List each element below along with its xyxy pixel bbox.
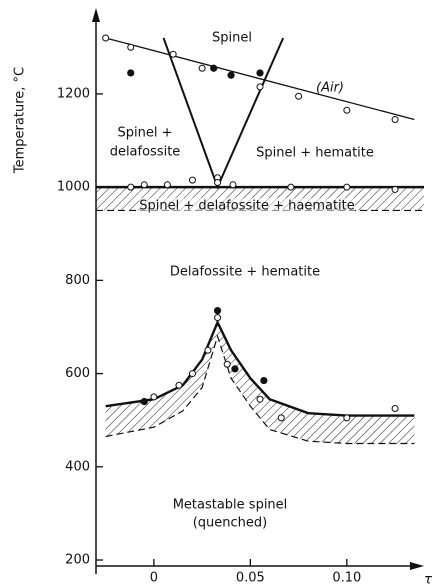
label-backdrop — [139, 198, 355, 214]
open-point — [214, 314, 222, 322]
filled-point — [140, 397, 148, 406]
x-axis-label: τ — [424, 573, 432, 588]
open-point — [127, 183, 135, 191]
boundary-line — [105, 37, 415, 121]
open-point — [229, 181, 237, 189]
open-point — [188, 370, 196, 378]
annotation: Spinel + hematite — [256, 146, 374, 161]
filled-point — [256, 69, 264, 77]
open-point — [163, 181, 171, 189]
x-tick-label: 0.05 — [236, 571, 265, 586]
open-point — [391, 185, 399, 193]
annotation: Delafossite + hematite — [170, 265, 320, 280]
open-point — [391, 405, 399, 413]
y-axis-arrow — [92, 8, 100, 22]
band-lower-boundary — [105, 334, 415, 445]
open-point — [295, 92, 303, 100]
open-point — [287, 183, 295, 191]
open-point — [198, 64, 206, 72]
x-axis-arrow — [410, 562, 424, 570]
x-tick-label: 0 — [150, 571, 158, 586]
annotation: Spinel — [212, 31, 252, 46]
filled-point — [210, 64, 218, 72]
annotation: delafossite — [110, 145, 181, 160]
open-point — [223, 360, 231, 368]
open-point — [150, 393, 158, 401]
annotation: (quenched) — [193, 516, 268, 531]
open-point — [127, 43, 135, 51]
annotation: Spinel + delafossite + haematite — [139, 199, 355, 214]
y-tick-label: 400 — [65, 459, 90, 474]
band-upper-boundary — [105, 319, 415, 417]
open-point — [214, 178, 222, 186]
open-point — [277, 414, 285, 422]
y-tick-label: 600 — [65, 366, 90, 381]
y-tick-label: 1200 — [57, 86, 90, 101]
boundary-line — [162, 37, 285, 190]
open-point — [256, 395, 264, 403]
y-tick-label: 200 — [65, 553, 90, 568]
annotation: Metastable spinel — [173, 498, 288, 513]
y-tick-label: 1000 — [57, 180, 90, 195]
x-tick-label: 0.10 — [332, 571, 361, 586]
open-point — [169, 50, 177, 58]
open-point — [140, 181, 148, 189]
filled-point — [231, 365, 239, 373]
open-point — [343, 414, 351, 422]
filled-point — [127, 69, 135, 77]
filled-point — [260, 376, 268, 385]
hatched-band — [105, 322, 415, 444]
annotation: Spinel + — [118, 126, 173, 141]
filled-point — [227, 71, 235, 79]
open-point — [188, 176, 196, 184]
open-point — [102, 34, 110, 42]
open-point — [175, 381, 183, 389]
y-tick-label: 800 — [65, 273, 90, 288]
open-point — [391, 116, 399, 124]
open-point — [204, 346, 212, 354]
filled-point — [213, 307, 222, 315]
open-point — [256, 83, 264, 91]
annotation: (Air) — [316, 81, 344, 96]
open-point — [343, 106, 351, 114]
y-axis-label: Temperature, °C — [13, 67, 28, 174]
open-point — [343, 183, 351, 191]
